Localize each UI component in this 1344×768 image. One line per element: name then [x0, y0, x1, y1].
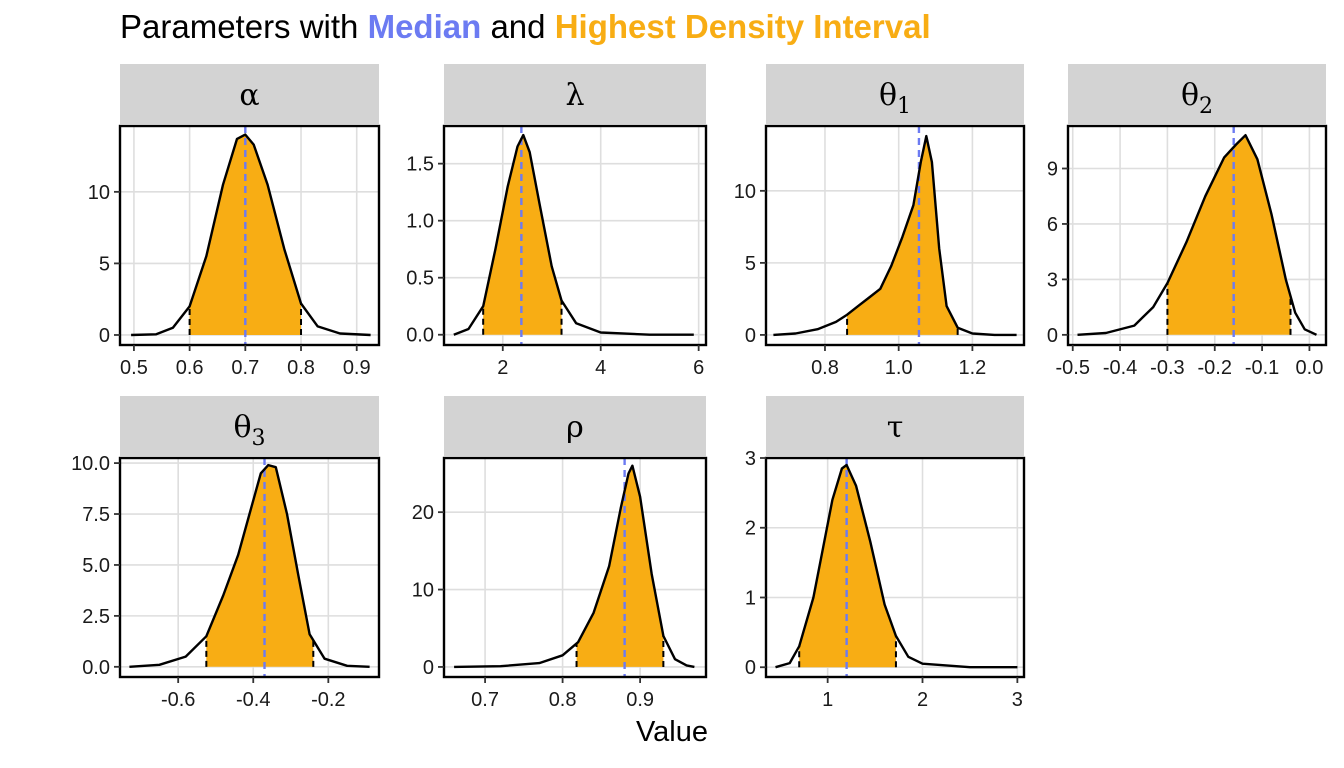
facet-strip [120, 64, 379, 124]
y-tick-label: 0 [745, 657, 756, 679]
y-tick-label: 3 [745, 448, 756, 470]
x-tick-label: 3 [1012, 689, 1023, 711]
y-tick-label: 1.5 [406, 154, 434, 176]
y-tick-label: 10 [88, 182, 110, 204]
density-curve [129, 463, 370, 668]
density-curve [773, 134, 1017, 337]
panel-border [118, 124, 381, 347]
y-tick-label: 5 [99, 253, 110, 275]
x-tick-label: 2 [917, 689, 928, 711]
panel-border [118, 456, 381, 679]
x-tick-label: 2 [497, 357, 508, 379]
x-tick-label: -0.5 [1055, 357, 1089, 379]
density-curve [453, 133, 694, 336]
facet-strip [1068, 64, 1326, 124]
facet-strip-label: ρ [566, 410, 584, 445]
y-tick-label: 6 [1047, 214, 1058, 236]
facet-strip-label: θ3 [233, 410, 265, 451]
y-tick-label: 9 [1047, 159, 1058, 181]
facet-strip-label: λ [565, 78, 584, 113]
density-curve [131, 133, 371, 337]
hdi-area [576, 465, 664, 667]
facet-strip [766, 64, 1024, 124]
x-tick-label: 0.9 [343, 357, 371, 379]
panel-border [442, 456, 708, 679]
x-axis-label: Value [635, 716, 709, 748]
x-tick-label: -0.1 [1245, 357, 1279, 379]
y-tick-label: 7.5 [82, 504, 110, 526]
x-tick-label: 0.8 [549, 689, 577, 711]
y-tick-label: 5.0 [82, 555, 110, 577]
x-tick-label: 0.0 [1296, 357, 1324, 379]
x-tick-label: -0.4 [236, 689, 270, 711]
x-tick-label: -0.6 [161, 689, 195, 711]
facet-panel-7: τ 1 2 3 0 1 2 3 [745, 396, 1026, 711]
x-tick-label: 0.6 [176, 357, 204, 379]
density-curve [775, 463, 1018, 669]
y-tick-label: 0.0 [82, 657, 110, 679]
facet-strip [766, 396, 1024, 456]
density-curve [454, 464, 695, 669]
y-tick-label: 0.0 [406, 325, 434, 347]
facet-strip-label: τ [887, 410, 904, 445]
facet-panel-2: λ 2 4 6 0.0 0.5 1.0 1.5 [406, 64, 708, 379]
x-tick-label: 1.2 [958, 357, 986, 379]
facet-panel-1: α 0.5 0.6 0.7 0.8 0.9 0 5 10 [88, 64, 381, 379]
facet-panel-6: ρ 0.7 0.8 0.9 0 10 20 [412, 396, 708, 711]
facet-panel-4: θ2 -0.5 -0.4 -0.3 -0.2 -0.1 0.0 0 3 6 9 [1047, 64, 1328, 379]
y-tick-label: 0.5 [406, 268, 434, 290]
y-tick-label: 0 [423, 657, 434, 679]
hdi-area [1167, 135, 1291, 335]
facet-strip-label: α [239, 78, 259, 113]
x-tick-label: 0.5 [120, 357, 148, 379]
x-tick-label: 0.8 [287, 357, 315, 379]
y-tick-label: 3 [1047, 269, 1058, 291]
panel-border [1066, 124, 1328, 347]
x-tick-label: 0.9 [626, 689, 654, 711]
density-curve [1077, 134, 1318, 336]
y-tick-label: 10.0 [71, 453, 110, 475]
y-tick-label: 0 [745, 325, 756, 347]
y-tick-label: 5 [745, 253, 756, 275]
y-tick-label: 0 [1047, 325, 1058, 347]
title-hdi-word: Highest Density Interval [554, 8, 931, 45]
y-tick-label: 1.0 [406, 211, 434, 233]
facet-panel-3: θ1 0.8 1.0 1.2 0 5 10 [734, 64, 1026, 379]
x-tick-label: 0.7 [471, 689, 499, 711]
y-tick-label: 1 [745, 587, 756, 609]
panel-border [764, 456, 1026, 679]
x-tick-label: 4 [595, 357, 606, 379]
facet-strip [444, 64, 706, 124]
chart-title: Parameters with Median and Highest Densi… [120, 8, 931, 46]
title-median-word: Median [367, 8, 482, 45]
x-tick-label: 0.8 [811, 357, 839, 379]
facet-panel-5: θ3 -0.6 -0.4 -0.2 0.0 2.5 5.0 7.5 10.0 [71, 396, 381, 711]
panel-border [442, 124, 708, 347]
facet-strip [444, 396, 706, 456]
facet-strip [120, 396, 379, 456]
x-tick-label: -0.3 [1150, 357, 1184, 379]
title-prefix: Parameters with [120, 8, 368, 45]
title-middle: and [481, 8, 555, 45]
facet-strip-label: θ2 [1181, 78, 1213, 119]
y-tick-label: 2 [745, 518, 756, 540]
x-tick-label: 0.7 [231, 357, 259, 379]
panel-border [764, 124, 1026, 347]
y-tick-label: 10 [412, 580, 434, 602]
y-tick-label: 10 [734, 181, 756, 203]
y-tick-label: 20 [412, 502, 434, 524]
x-tick-label: 1.0 [885, 357, 913, 379]
y-tick-label: 0 [99, 325, 110, 347]
x-tick-label: 1 [822, 689, 833, 711]
x-tick-label: 6 [693, 357, 704, 379]
facet-strip-label: θ1 [879, 78, 911, 119]
hdi-area [847, 136, 958, 335]
y-tick-label: 2.5 [82, 606, 110, 628]
x-tick-label: -0.2 [311, 689, 345, 711]
x-tick-label: -0.4 [1103, 357, 1137, 379]
x-tick-label: -0.2 [1198, 357, 1232, 379]
